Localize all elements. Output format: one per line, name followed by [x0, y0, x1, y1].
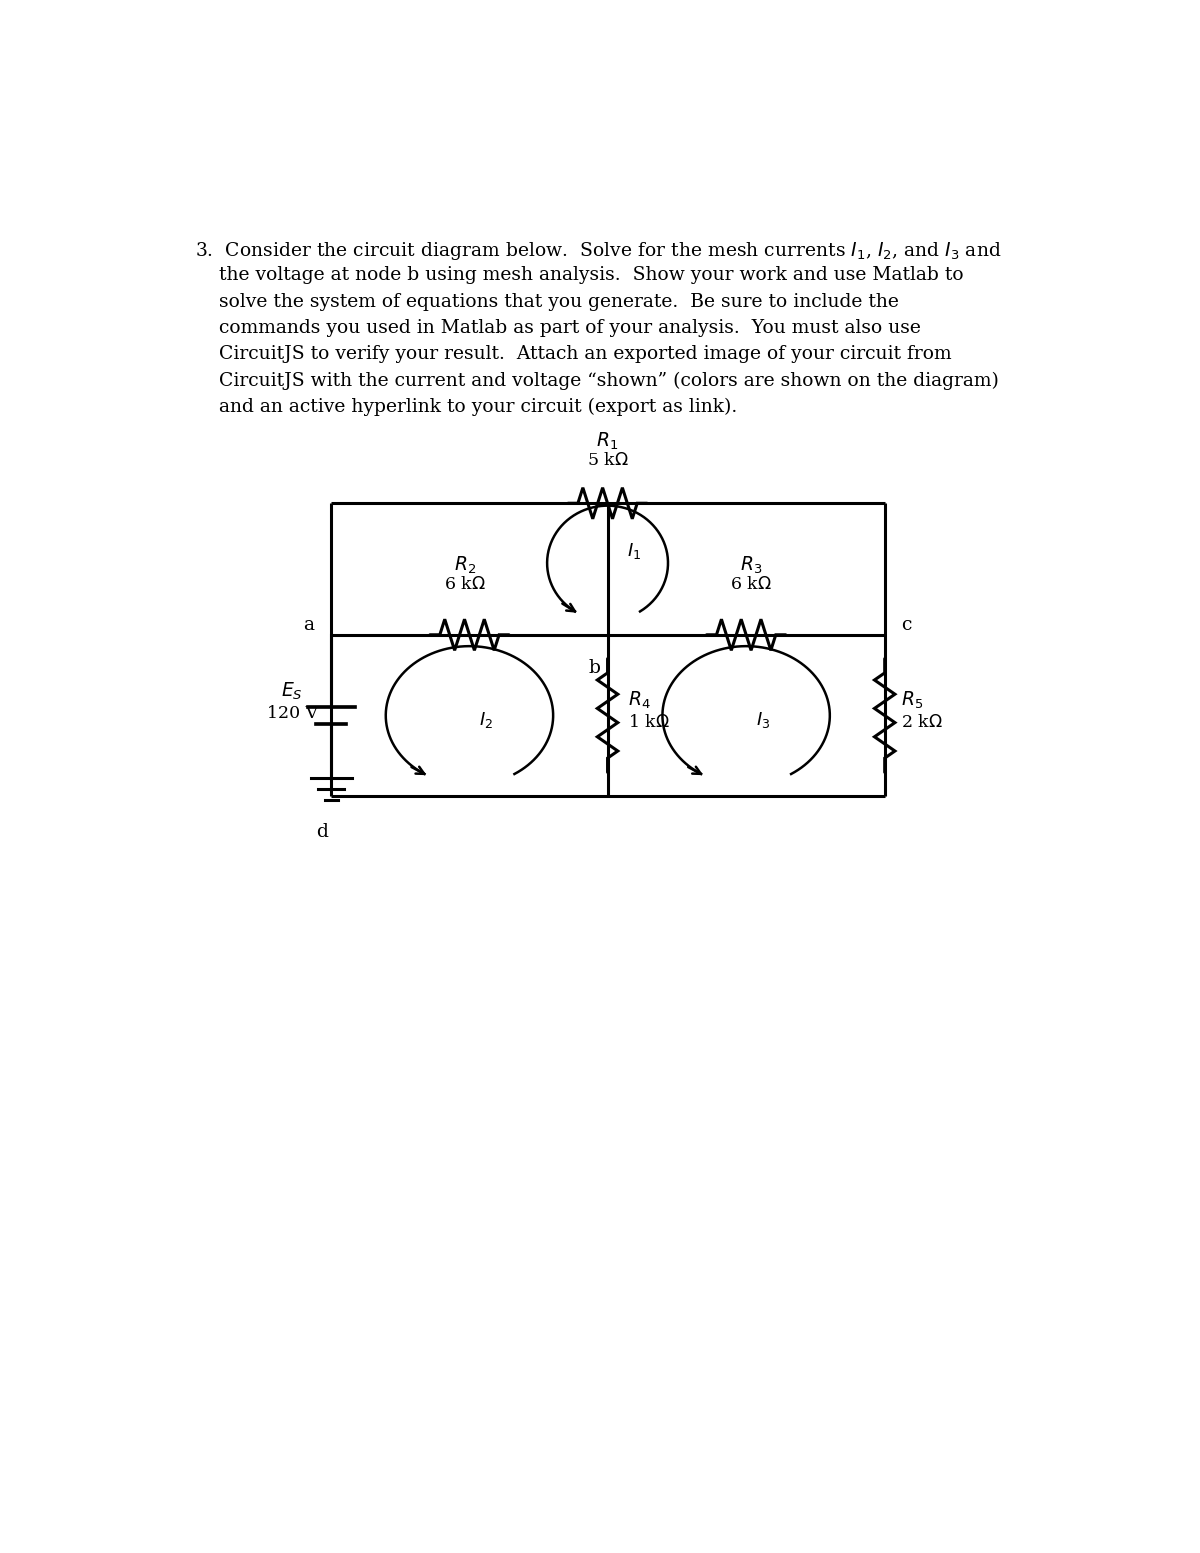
Text: $E_S$: $E_S$	[282, 680, 304, 702]
Text: $I_1$: $I_1$	[626, 540, 641, 561]
Text: 1 k$\Omega$: 1 k$\Omega$	[628, 714, 670, 731]
Text: $I_2$: $I_2$	[479, 710, 493, 730]
Text: $R_3$: $R_3$	[739, 554, 762, 576]
Text: $R_1$: $R_1$	[596, 430, 619, 452]
Text: commands you used in Matlab as part of your analysis.  You must also use: commands you used in Matlab as part of y…	[194, 318, 920, 337]
Text: $I_3$: $I_3$	[756, 710, 770, 730]
Text: 5 k$\Omega$: 5 k$\Omega$	[587, 452, 629, 469]
Text: and an active hyperlink to your circuit (export as link).: and an active hyperlink to your circuit …	[194, 398, 737, 416]
Text: CircuitJS with the current and voltage “shown” (colors are shown on the diagram): CircuitJS with the current and voltage “…	[194, 371, 998, 390]
Text: 2 k$\Omega$: 2 k$\Omega$	[901, 714, 943, 731]
Text: $R_2$: $R_2$	[454, 554, 476, 576]
Text: the voltage at node b using mesh analysis.  Show your work and use Matlab to: the voltage at node b using mesh analysi…	[194, 267, 964, 284]
Text: 120 V: 120 V	[266, 705, 318, 722]
Text: d: d	[316, 823, 328, 840]
Text: b: b	[588, 658, 600, 677]
Text: CircuitJS to verify your result.  Attach an exported image of your circuit from: CircuitJS to verify your result. Attach …	[194, 345, 952, 363]
Text: 3.  Consider the circuit diagram below.  Solve for the mesh currents $I_1$, $I_2: 3. Consider the circuit diagram below. S…	[194, 241, 1001, 262]
Text: 6 k$\Omega$: 6 k$\Omega$	[444, 576, 486, 593]
Text: solve the system of equations that you generate.  Be sure to include the: solve the system of equations that you g…	[194, 294, 899, 311]
Text: a: a	[304, 617, 314, 634]
Text: c: c	[901, 617, 912, 634]
Text: $R_4$: $R_4$	[628, 690, 650, 711]
Text: $R_5$: $R_5$	[901, 690, 924, 711]
Text: 6 k$\Omega$: 6 k$\Omega$	[730, 576, 772, 593]
